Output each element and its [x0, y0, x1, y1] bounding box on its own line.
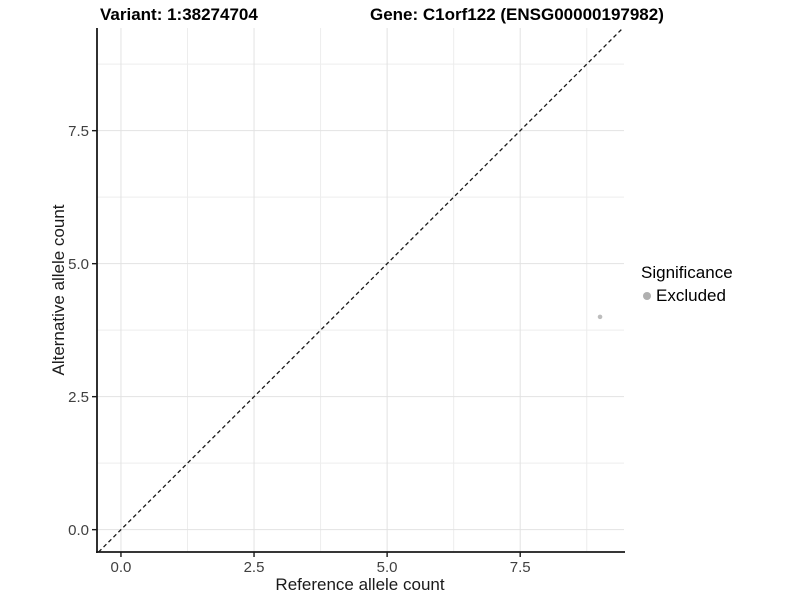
- y-tick-label: 0.0: [68, 522, 89, 539]
- x-tick-label: 7.5: [510, 559, 531, 576]
- plot-title-gene: Gene: C1orf122 (ENSG00000197982): [370, 5, 664, 24]
- x-tick-label: 2.5: [244, 559, 265, 576]
- y-tick-label: 5.0: [68, 256, 89, 273]
- plot-title-variant: Variant: 1:38274704: [100, 5, 258, 24]
- x-tick-label: 0.0: [111, 559, 132, 576]
- data-point: [597, 314, 603, 320]
- y-tick-label: 2.5: [68, 389, 89, 406]
- legend: Significance Excluded: [641, 263, 733, 306]
- y-tick-label: 7.5: [68, 123, 89, 140]
- identity-dashed-line: [98, 27, 624, 553]
- legend-key-point-icon: [643, 292, 651, 300]
- x-tick-label: 5.0: [377, 559, 398, 576]
- legend-title: Significance: [641, 263, 733, 282]
- x-axis-title: Reference allele count: [275, 575, 445, 594]
- y-axis-title: Alternative allele count: [49, 204, 68, 376]
- legend-item-label: Excluded: [656, 286, 726, 305]
- legend-item-excluded: Excluded: [641, 286, 733, 306]
